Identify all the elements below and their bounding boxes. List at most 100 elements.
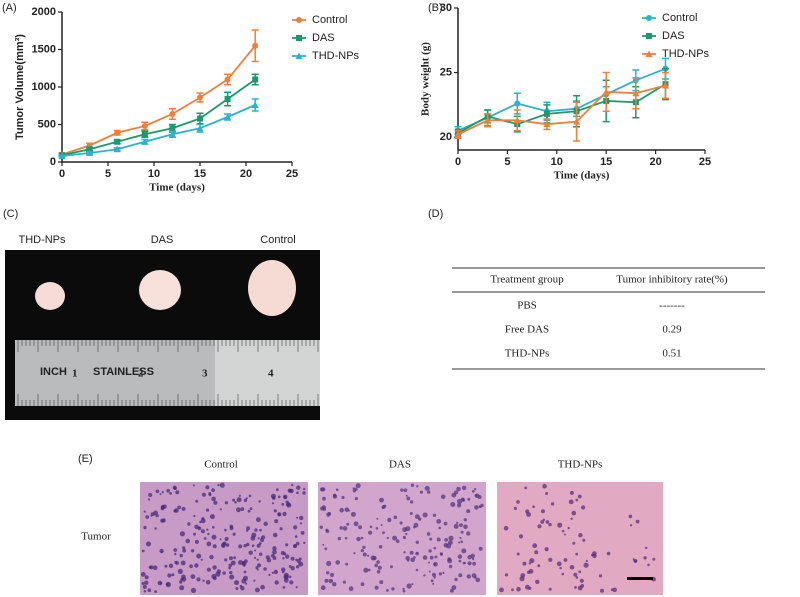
nucleus — [241, 578, 247, 584]
data-point — [224, 96, 231, 102]
nucleus — [379, 497, 384, 503]
nucleus — [405, 532, 408, 536]
nucleus — [652, 557, 656, 561]
nucleus — [400, 488, 404, 492]
nucleus — [582, 538, 586, 542]
nucleus — [541, 509, 545, 514]
nucleus — [256, 543, 261, 548]
nucleus — [548, 557, 553, 563]
nucleus — [243, 564, 246, 567]
nucleus — [144, 580, 149, 585]
nucleus — [499, 587, 504, 593]
nucleus — [409, 512, 413, 515]
nucleus — [238, 494, 241, 497]
nucleus — [556, 561, 562, 567]
nucleus — [141, 549, 145, 553]
nucleus — [534, 550, 539, 555]
series-line — [61, 104, 256, 157]
nucleus — [600, 588, 604, 593]
series-line — [457, 67, 666, 132]
nucleus — [272, 546, 277, 551]
column-label: THD-NPs — [558, 459, 603, 471]
legend-label: THD-NPs — [662, 48, 710, 60]
nucleus — [569, 565, 575, 570]
nucleus — [451, 585, 457, 590]
table-cell: PBS — [517, 300, 537, 312]
nucleus — [628, 514, 633, 519]
nucleus — [296, 491, 299, 495]
data-point — [168, 130, 176, 138]
nucleus — [416, 552, 419, 554]
nucleus — [332, 582, 337, 587]
nucleus — [429, 555, 434, 560]
nucleus — [321, 505, 326, 510]
nucleus — [464, 562, 467, 565]
nucleus — [294, 535, 298, 538]
nucleus — [399, 521, 403, 525]
nucleus — [478, 546, 483, 551]
nucleus — [236, 497, 242, 503]
nucleus — [458, 559, 462, 563]
y-tick-label: 0 — [50, 156, 56, 168]
data-point — [602, 88, 610, 95]
table-header: Tumor inhibitory rate(%) — [616, 274, 728, 286]
nucleus — [303, 487, 306, 491]
nucleus — [219, 482, 225, 488]
nucleus — [346, 522, 350, 526]
nucleus — [286, 502, 290, 507]
data-point — [197, 115, 203, 122]
nucleus — [179, 585, 185, 591]
nucleus — [193, 514, 196, 518]
nucleus — [446, 543, 452, 549]
nucleus — [152, 565, 158, 570]
nucleus — [333, 493, 337, 497]
nucleus — [224, 536, 229, 542]
nucleus — [211, 488, 216, 492]
nucleus — [391, 587, 395, 591]
nucleus — [224, 558, 228, 562]
photo-label: DAS — [151, 234, 174, 246]
nucleus — [260, 584, 265, 590]
nucleus — [471, 489, 475, 493]
nucleus — [148, 565, 152, 569]
legend-marker — [296, 17, 302, 23]
nucleus — [503, 525, 509, 531]
data-point — [86, 149, 94, 156]
nucleus — [511, 588, 514, 592]
nucleus — [283, 495, 287, 499]
nucleus — [230, 560, 236, 566]
nucleus — [259, 528, 262, 532]
photo-label: THD-NPs — [18, 234, 66, 246]
nucleus — [248, 550, 253, 555]
nucleus — [574, 586, 577, 589]
nucleus — [142, 584, 147, 590]
nucleus — [386, 589, 389, 592]
nucleus — [341, 495, 345, 500]
nucleus — [456, 503, 462, 508]
nucleus — [185, 538, 191, 544]
nucleus — [181, 576, 187, 582]
nucleus — [326, 571, 330, 575]
nucleus — [403, 488, 408, 493]
panel-label: (E) — [78, 453, 93, 465]
nucleus — [406, 496, 411, 501]
nucleus — [213, 500, 218, 505]
nucleus — [335, 560, 341, 565]
nucleus — [461, 548, 467, 554]
nucleus — [256, 568, 259, 571]
ruler-text: STAINLESS — [93, 366, 154, 378]
nucleus — [187, 522, 191, 526]
nucleus — [598, 574, 603, 578]
nucleus — [545, 492, 549, 495]
nucleus — [255, 587, 260, 593]
nucleus — [362, 545, 366, 549]
nucleus — [273, 569, 278, 575]
series-line — [61, 45, 256, 156]
nucleus — [550, 502, 555, 506]
y-tick-label: 30 — [440, 2, 452, 14]
nucleus — [345, 562, 349, 566]
nucleus — [456, 521, 459, 524]
nucleus — [155, 514, 159, 518]
nucleus — [367, 554, 370, 557]
nucleus — [335, 488, 339, 492]
